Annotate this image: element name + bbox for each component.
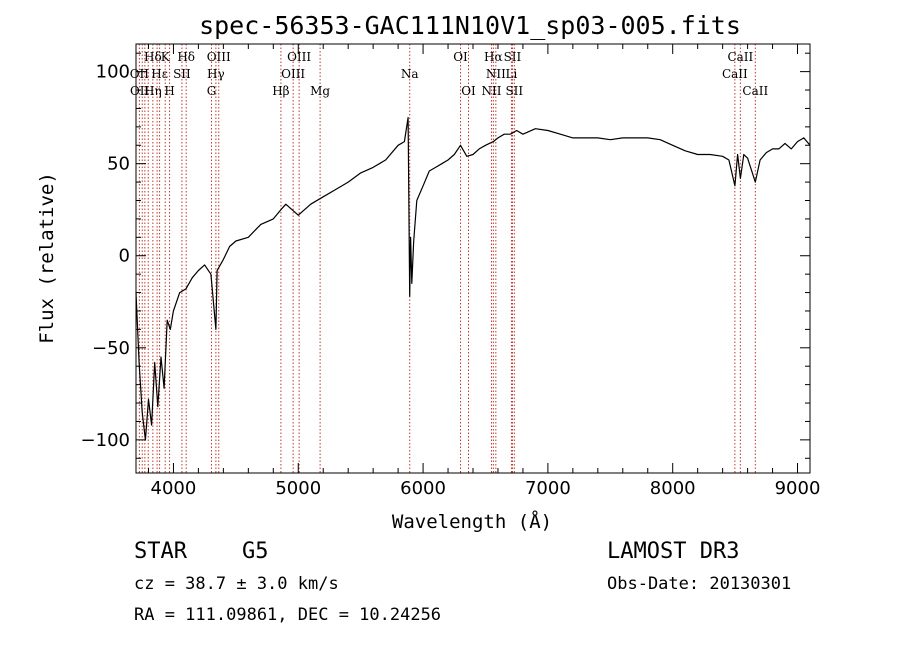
line-label: Hβ xyxy=(272,84,289,98)
y-tick-label: −100 xyxy=(81,430,130,451)
line-label: OII xyxy=(130,67,150,81)
line-label: Hδ xyxy=(144,50,162,64)
emission-line-markers xyxy=(138,44,756,473)
x-tick-label: 5000 xyxy=(275,478,321,499)
plot-frame xyxy=(135,43,811,474)
line-label: Hδ xyxy=(177,50,195,64)
spectrum-line xyxy=(135,116,811,441)
line-label: CaII xyxy=(742,84,768,98)
y-tick-label: 50 xyxy=(107,154,130,175)
chart-title: spec-56353-GAC111N10V1_sp03-005.fits xyxy=(199,11,741,40)
line-label: OI xyxy=(461,84,476,98)
line-label: OI xyxy=(453,50,468,64)
line-label: SII xyxy=(505,84,523,98)
obs-date: Obs-Date: 20130301 xyxy=(607,574,791,594)
line-label: Na xyxy=(401,67,419,81)
line-label: Hγ xyxy=(207,67,225,81)
line-label: Hα xyxy=(484,50,503,64)
line-label: Hε xyxy=(151,67,168,81)
y-tick-label: 0 xyxy=(119,246,130,267)
redshift-text: cz = 38.7 ± 3.0 km/s xyxy=(134,574,339,594)
line-label: SII xyxy=(173,67,191,81)
survey-name: LAMOST DR3 xyxy=(607,539,739,564)
line-label: OII xyxy=(130,84,150,98)
line-label: OIII xyxy=(287,50,311,64)
x-axis-label: Wavelength (Å) xyxy=(392,510,552,533)
y-axis-label: Flux (relative) xyxy=(36,172,58,344)
x-tick-label: 4000 xyxy=(151,478,197,499)
x-tick-label: 8000 xyxy=(650,478,696,499)
y-tick-label: 100 xyxy=(96,62,130,83)
line-label: Li xyxy=(506,67,518,81)
line-label: Mg xyxy=(310,84,330,98)
line-label: OIII xyxy=(207,50,231,64)
y-tick-label: −50 xyxy=(92,338,130,359)
coordinates-text: RA = 111.09861, DEC = 10.24256 xyxy=(134,605,441,625)
x-tick-label: 6000 xyxy=(400,478,446,499)
axes: 4000 5000 6000 7000 8000 9000 −100 −50 0 50 100 xyxy=(81,43,821,499)
line-label: SII xyxy=(504,50,522,64)
line-label: K xyxy=(161,50,171,64)
x-tick-label: 9000 xyxy=(775,478,821,499)
object-class: STAR xyxy=(134,539,188,564)
line-label: NII xyxy=(481,84,501,98)
object-subclass: G5 xyxy=(242,539,269,564)
line-label: Hη xyxy=(144,84,162,98)
line-label: CaII xyxy=(727,50,753,64)
line-label: NII xyxy=(486,67,506,81)
x-tick-label: 7000 xyxy=(525,478,571,499)
line-label: G xyxy=(207,84,217,98)
line-label: H xyxy=(164,84,174,98)
line-label: CaII xyxy=(722,67,748,81)
spectrum-data xyxy=(135,116,811,441)
line-label: OIII xyxy=(281,67,305,81)
